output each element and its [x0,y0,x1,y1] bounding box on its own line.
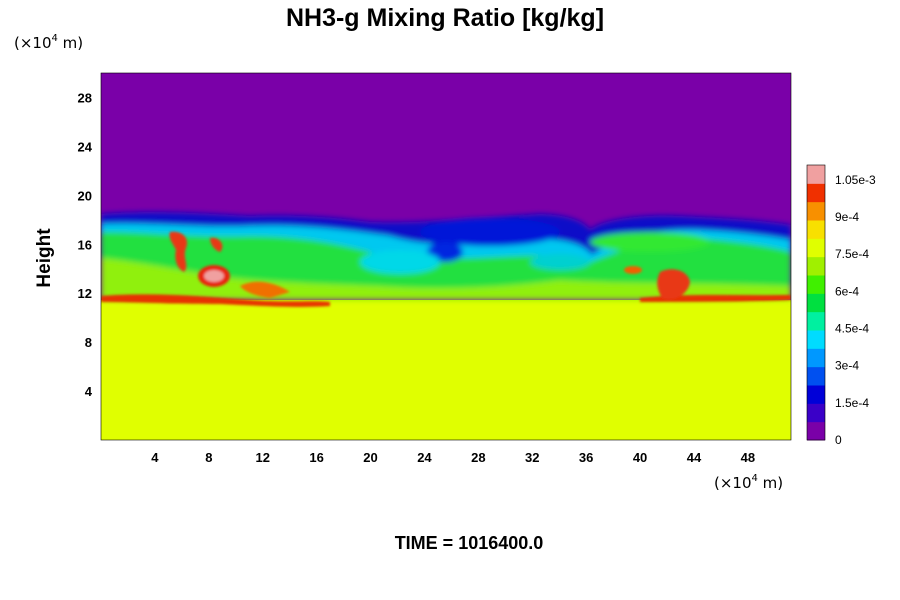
red-streak [101,294,330,307]
colorbar-swatch [807,275,825,294]
y-tick-label: 24 [78,139,93,154]
x-tick-label: 16 [309,450,323,465]
x-axis-unit: (×104 m) [714,473,783,492]
colorbar-swatch [807,311,825,331]
colorbar-swatch [807,165,825,184]
colorbar-swatch [807,201,825,221]
red-swirl [169,231,188,272]
x-tick-label: 44 [687,450,702,465]
x-tick-label: 12 [255,450,269,465]
x-tick-label: 8 [205,450,212,465]
colorbar-tick-label: 3e-4 [835,359,859,373]
time-label: TIME = 1016400.0 [395,533,544,553]
x-tick-label: 48 [741,450,755,465]
colorbar-swatch [807,421,825,441]
x-axis-ticks: 4 8 12 16 20 24 28 32 36 40 44 48 [151,450,755,465]
x-tick-label: 4 [151,450,159,465]
colorbar-tick-label: 0 [835,433,842,447]
colorbar-tick-label: 4.5e-4 [835,322,869,336]
colorbar-tick-label: 6e-4 [835,284,859,298]
colorbar [807,165,825,441]
colorbar-swatch [807,330,825,349]
y-tick-label: 16 [78,237,92,252]
colorbar-swatch [807,403,825,423]
red-blob [657,269,690,300]
colorbar-frame [806,164,826,441]
colorbar-swatch [807,348,825,368]
lower-layer [101,300,791,440]
x-tick-label: 40 [633,450,647,465]
peak-vortex-core [204,270,224,282]
x-tick-label: 36 [579,450,593,465]
colorbar-swatch [807,220,825,239]
colorbar-swatch [807,293,825,313]
x-tick-label: 28 [471,450,485,465]
colorbar-swatch [807,183,825,203]
heatmap-field [101,73,791,440]
plot-frame [100,72,792,441]
colorbar-swatch [807,385,825,404]
colorbar-tick-label: 1.05e-3 [835,173,876,187]
red-swirl [210,237,223,252]
x-tick-label: 24 [417,450,432,465]
colorbar-tick-label: 9e-4 [835,210,859,224]
y-tick-label: 28 [78,90,92,105]
x-tick-label: 32 [525,450,539,465]
green-patch [590,232,710,252]
x-tick-label: 20 [363,450,377,465]
y-axis-unit: (×104 m) [14,33,83,52]
colorbar-swatch [807,238,825,258]
colorbar-tick-label: 7.5e-4 [835,247,869,261]
y-tick-label: 12 [78,286,92,301]
colorbar-swatch [807,256,825,276]
chart-title: NH3-g Mixing Ratio [kg/kg] [286,4,604,32]
y-tick-label: 4 [85,384,93,399]
blue-pocket [420,218,560,246]
colorbar-ticks: 0 1.5e-4 3e-4 4.5e-4 6e-4 7.5e-4 9e-4 1.05e-3 [835,173,876,447]
y-axis-label: Height [34,228,55,288]
orange-blob [240,281,290,298]
y-tick-label: 20 [78,188,92,203]
y-tick-label: 8 [85,335,92,350]
cyan-patch [360,250,440,274]
colorbar-tick-label: 1.5e-4 [835,396,869,410]
orange-blob [624,266,642,274]
colorbar-swatch [807,366,825,386]
cyan-patch [530,254,590,270]
y-axis-ticks: 4 8 12 16 20 24 28 [78,90,93,399]
